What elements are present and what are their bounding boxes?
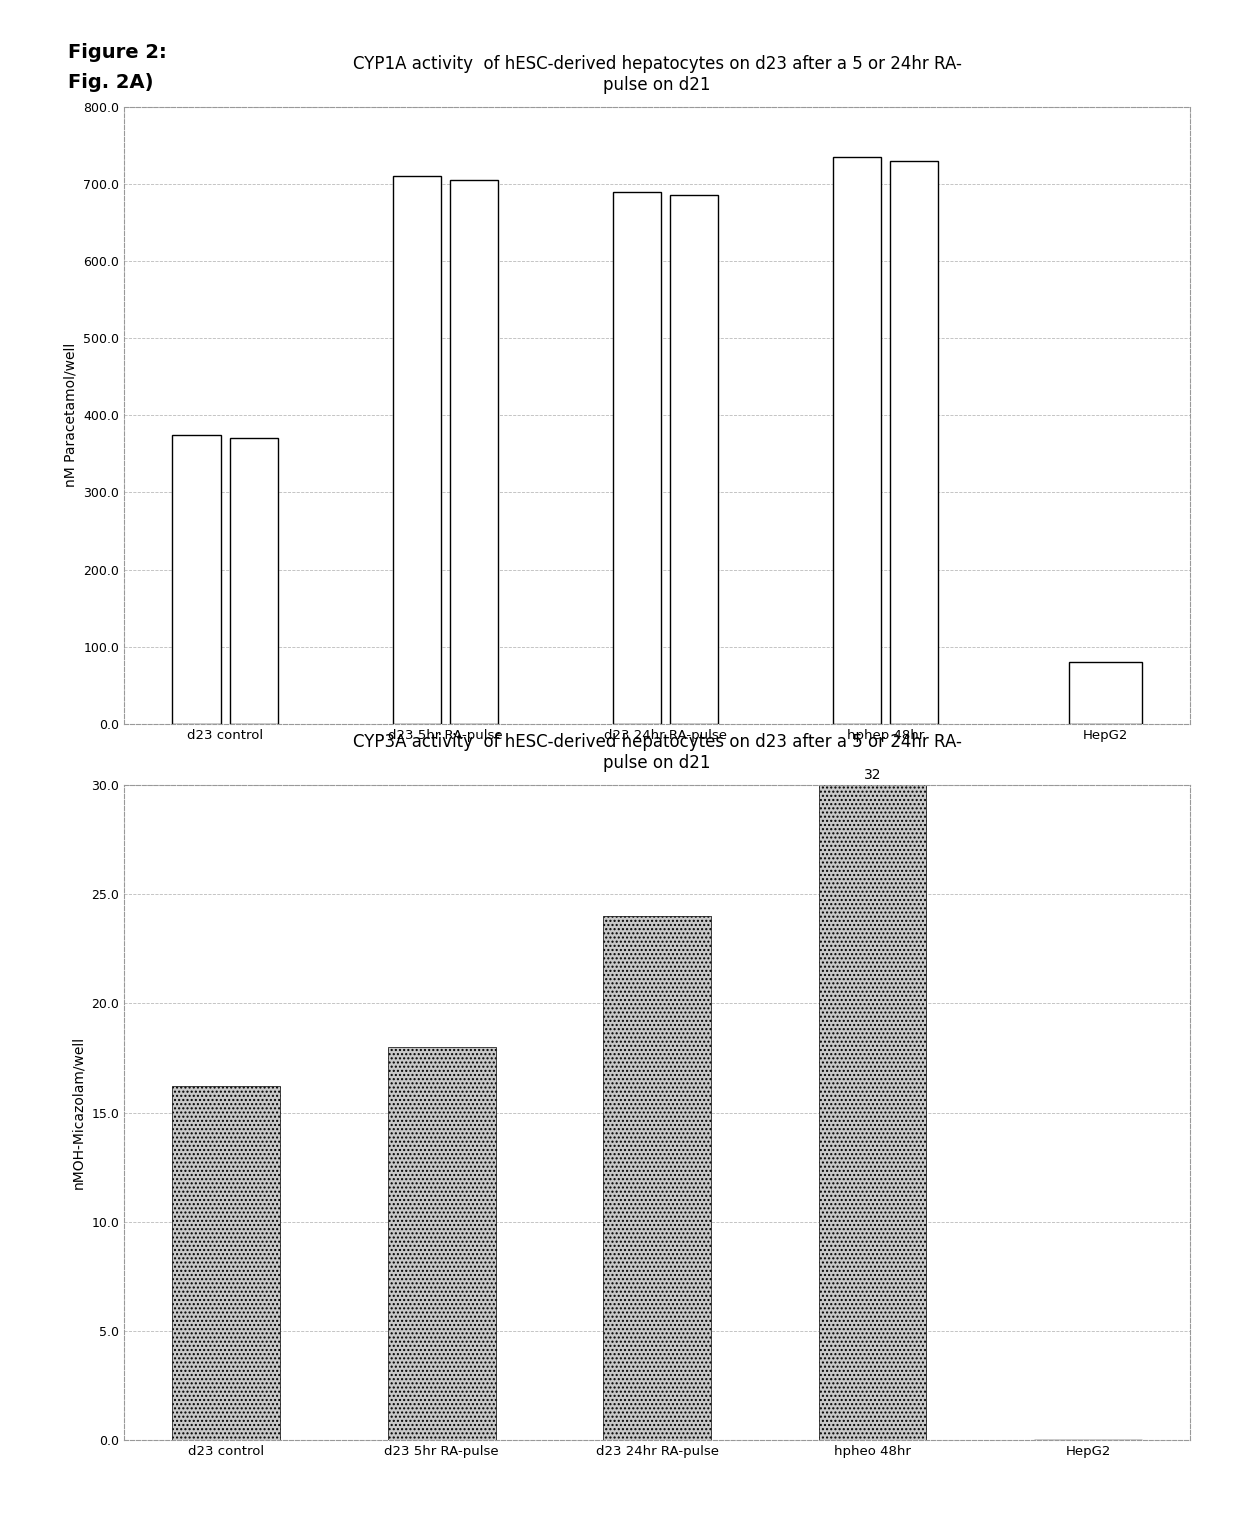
Bar [1069, 661, 1142, 724]
Bar [818, 785, 926, 1440]
Text: 32: 32 [864, 768, 882, 782]
Title: CYP1A activity  of hESC-derived hepatocytes on d23 after a 5 or 24hr RA-
pulse o: CYP1A activity of hESC-derived hepatocyt… [352, 55, 962, 94]
Y-axis label: nM Paracetamol/well: nM Paracetamol/well [63, 343, 78, 488]
Text: Figure 2:: Figure 2: [68, 43, 167, 61]
Bar [890, 160, 939, 724]
Bar [613, 192, 661, 724]
Bar [229, 439, 278, 724]
Bar [604, 916, 711, 1440]
Bar [172, 434, 221, 724]
Bar [670, 195, 718, 724]
Bar [450, 180, 498, 724]
Bar [393, 177, 441, 724]
Bar [388, 1047, 496, 1440]
Bar [172, 1087, 280, 1440]
Bar [833, 157, 882, 724]
Text: Fig. 2A): Fig. 2A) [68, 73, 154, 91]
Y-axis label: nMOH-Micazolam/well: nMOH-Micazolam/well [72, 1036, 86, 1189]
Title: CYP3A activity  of hESC-derived hepatocytes on d23 after a 5 or 24hr RA-
pulse o: CYP3A activity of hESC-derived hepatocyt… [352, 733, 962, 773]
